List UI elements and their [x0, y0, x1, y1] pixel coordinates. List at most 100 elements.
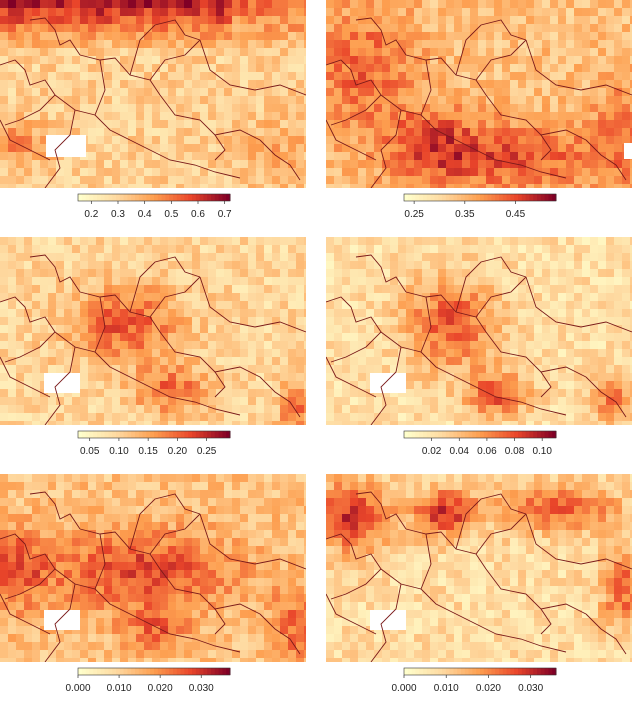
heatmap-cell	[8, 333, 17, 342]
heatmap-cell	[104, 365, 113, 374]
heatmap-cell	[0, 594, 9, 603]
heatmap-cell	[406, 160, 415, 169]
heatmap-cell	[406, 381, 415, 390]
heatmap-cell	[590, 253, 599, 262]
heatmap-cell	[614, 120, 623, 129]
heatmap-cell	[414, 120, 423, 129]
heatmap-cell	[248, 96, 257, 105]
heatmap-cell	[374, 0, 383, 9]
heatmap-cell	[422, 269, 431, 278]
heatmap-cell	[56, 474, 65, 483]
heatmap-cell	[630, 325, 632, 334]
heatmap-cell	[366, 72, 375, 81]
heatmap-cell	[304, 72, 306, 81]
heatmap-cell	[550, 237, 559, 246]
heatmap-cell	[566, 397, 575, 406]
heatmap-cell	[606, 96, 615, 105]
colorbar-swatch	[491, 194, 496, 201]
heatmap-cell	[582, 293, 591, 302]
heatmap-cell	[366, 341, 375, 350]
heatmap-cell	[406, 0, 415, 9]
heatmap-cell	[296, 80, 305, 89]
heatmap-cell	[304, 413, 306, 422]
heatmap-cell	[590, 72, 599, 81]
heatmap-cell	[176, 96, 185, 105]
heatmap-cell	[16, 413, 25, 422]
heatmap-cell	[288, 277, 297, 286]
heatmap-cell	[168, 397, 177, 406]
heatmap-cell	[542, 136, 551, 145]
heatmap-cell	[606, 0, 615, 9]
heatmap-cell	[96, 522, 105, 531]
heatmap-cell	[24, 562, 33, 571]
heatmap-cell	[374, 285, 383, 294]
heatmap-cell	[342, 144, 351, 153]
heatmap-cell	[152, 586, 161, 595]
heatmap-cell	[280, 32, 289, 41]
heatmap-cell	[462, 144, 471, 153]
heatmap-cell	[280, 405, 289, 414]
heatmap-cell	[16, 594, 25, 603]
heatmap-cell	[104, 8, 113, 17]
heatmap-cell	[542, 8, 551, 17]
heatmap-cell	[8, 152, 17, 161]
heatmap-cell	[296, 538, 305, 547]
heatmap-cell	[526, 104, 535, 113]
heatmap-cell	[558, 341, 567, 350]
heatmap-cell	[414, 301, 423, 310]
heatmap-cell	[224, 325, 233, 334]
heatmap-cell	[40, 482, 49, 491]
heatmap-cell	[104, 253, 113, 262]
heatmap-cell	[390, 8, 399, 17]
heatmap-cell	[502, 64, 511, 73]
heatmap-cell	[216, 16, 225, 25]
heatmap-cell	[574, 80, 583, 89]
heatmap-cell	[454, 40, 463, 49]
heatmap-cell	[462, 32, 471, 41]
heatmap-cell	[40, 184, 49, 188]
heatmap-cell	[414, 24, 423, 33]
heatmap-cell	[470, 96, 479, 105]
heatmap-cell	[152, 112, 161, 121]
heatmap-cell	[614, 8, 623, 17]
heatmap-cell	[8, 80, 17, 89]
heatmap-cell	[64, 357, 73, 366]
heatmap-cell	[272, 397, 281, 406]
heatmap-cell	[598, 349, 607, 358]
heatmap-cell	[398, 261, 407, 270]
heatmap-cell	[470, 64, 479, 73]
heatmap-cell	[88, 112, 97, 121]
heatmap-cell	[160, 24, 169, 33]
heatmap-cell	[216, 514, 225, 523]
heatmap-cell	[438, 357, 447, 366]
heatmap-cell	[112, 309, 121, 318]
heatmap-cell	[454, 309, 463, 318]
heatmap-cell	[558, 317, 567, 326]
heatmap-cell	[256, 578, 265, 587]
heatmap-cell	[422, 72, 431, 81]
heatmap-cell	[200, 152, 209, 161]
heatmap-cell	[304, 128, 306, 137]
heatmap-cell	[104, 32, 113, 41]
heatmap-cell	[574, 72, 583, 81]
heatmap-cell	[566, 160, 575, 169]
heatmap-cell	[112, 618, 121, 627]
colorbar-tick-label: 0.3	[111, 209, 125, 220]
heatmap-cell	[200, 144, 209, 153]
heatmap-cell	[96, 562, 105, 571]
heatmap-cell	[478, 80, 487, 89]
heatmap-cell	[64, 413, 73, 422]
heatmap-cell	[8, 381, 17, 390]
heatmap-cell	[486, 168, 495, 177]
heatmap-cell	[176, 32, 185, 41]
heatmap-cell	[96, 136, 105, 145]
heatmap-cell	[144, 349, 153, 358]
heatmap-cell	[56, 594, 65, 603]
heatmap-cell	[598, 168, 607, 177]
heatmap-cell	[208, 104, 217, 113]
heatmap-cell	[518, 184, 527, 188]
heatmap-cell	[96, 104, 105, 113]
heatmap-cell	[288, 389, 297, 398]
heatmap-cell	[64, 309, 73, 318]
heatmap-cell	[48, 554, 57, 563]
